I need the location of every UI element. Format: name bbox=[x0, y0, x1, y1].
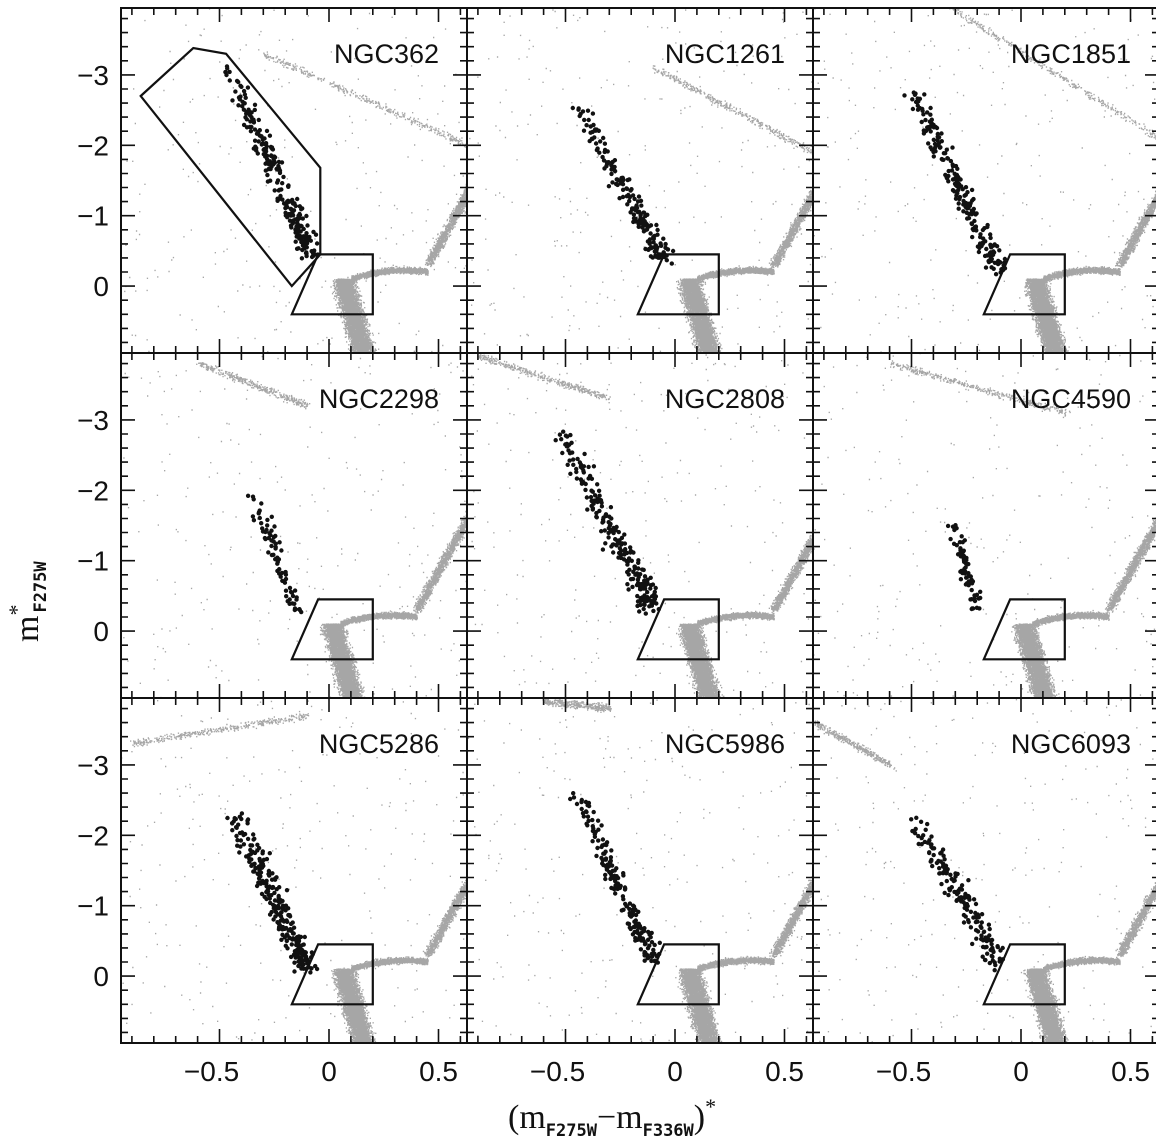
y-tick-label: −1 bbox=[77, 546, 109, 577]
bss-points bbox=[223, 64, 321, 261]
field-star-points bbox=[813, 699, 1156, 1043]
field-star-points bbox=[813, 353, 1156, 698]
panel-label: NGC1851 bbox=[1011, 39, 1131, 69]
field-stars bbox=[123, 355, 467, 698]
field-stars bbox=[813, 8, 1156, 353]
panel-label: NGC6093 bbox=[1011, 729, 1131, 759]
field-stars bbox=[121, 700, 467, 1043]
ms-selection-box bbox=[636, 253, 720, 316]
blue-straggler-stars bbox=[568, 791, 662, 965]
ms-selection-box bbox=[290, 598, 374, 661]
y-tick-label: 0 bbox=[93, 616, 109, 647]
x-axis-title: (mF275W−mF336W)* bbox=[508, 1094, 716, 1140]
panel-NGC1851: NGC1851 bbox=[812, 7, 1156, 354]
panel-frame bbox=[812, 697, 1156, 1044]
blue-straggler-stars bbox=[553, 429, 661, 616]
blue-straggler-stars bbox=[223, 64, 321, 261]
bss-points bbox=[909, 815, 1006, 973]
panel-ticks bbox=[121, 8, 467, 353]
panel-NGC5286: NGC5286 −3 −2 −1 0 −0.5 0 0.5 bbox=[77, 697, 468, 1087]
blue-straggler-stars bbox=[245, 493, 304, 615]
bss-points bbox=[945, 523, 983, 612]
y-tick-label: −3 bbox=[77, 405, 109, 436]
ms-selection-box bbox=[290, 253, 374, 316]
panel-ticks bbox=[121, 698, 467, 1043]
field-star-points bbox=[467, 698, 813, 1043]
ms-selection-box bbox=[982, 943, 1066, 1006]
ms-selection-box bbox=[982, 253, 1066, 316]
panel-ticks bbox=[467, 698, 813, 1043]
field-star-points bbox=[121, 700, 467, 1043]
panel-ticks bbox=[121, 353, 467, 698]
panel-label: NGC2298 bbox=[319, 384, 439, 414]
y-tick-label: 0 bbox=[93, 271, 109, 302]
x-tick-label: 0.5 bbox=[419, 1056, 458, 1087]
y-tick-label: −2 bbox=[77, 130, 109, 161]
blue-straggler-stars bbox=[225, 811, 320, 975]
plot-area: NGC362 −3 −2 −1 0 NGC1261 NGC1851 NGC2298 −3 −2 −1… bbox=[77, 7, 1156, 1087]
x-tick-label: 0 bbox=[321, 1056, 337, 1087]
panel-ticks bbox=[467, 353, 813, 698]
panel-NGC4590: NGC4590 bbox=[812, 352, 1156, 699]
panel-NGC2808: NGC2808 bbox=[466, 352, 814, 699]
panel-label: NGC5986 bbox=[665, 729, 785, 759]
x-tick-label: 0 bbox=[667, 1056, 683, 1087]
blue-straggler-stars bbox=[909, 815, 1006, 973]
y-tick-label: −2 bbox=[77, 475, 109, 506]
field-stars bbox=[813, 353, 1156, 698]
panel-label: NGC362 bbox=[334, 39, 439, 69]
panel-label: NGC4590 bbox=[1011, 384, 1131, 414]
ms-selection-box bbox=[636, 598, 720, 661]
panel-ticks bbox=[467, 8, 813, 353]
bss-points bbox=[902, 90, 1008, 277]
bss-points bbox=[245, 493, 304, 615]
panel-NGC5986: NGC5986 −0.5 0 0.5 bbox=[466, 697, 814, 1087]
x-tick-label: −0.5 bbox=[530, 1056, 585, 1087]
y-axis-title: m* F275W bbox=[4, 561, 51, 642]
field-stars bbox=[813, 699, 1156, 1043]
bss-points bbox=[553, 429, 661, 616]
y-tick-label: −1 bbox=[77, 201, 109, 232]
bss-selection-region bbox=[139, 46, 322, 288]
field-star-points bbox=[813, 8, 1156, 353]
blue-straggler-stars bbox=[945, 523, 983, 612]
panel-NGC362: NGC362 −3 −2 −1 0 bbox=[77, 7, 468, 354]
panel-label: NGC5286 bbox=[319, 729, 439, 759]
x-tick-label: −0.5 bbox=[876, 1056, 931, 1087]
field-stars bbox=[467, 698, 813, 1043]
y-tick-label: −3 bbox=[77, 60, 109, 91]
y-tick-label: −3 bbox=[77, 750, 109, 781]
panel-NGC2298: NGC2298 −3 −2 −1 0 bbox=[77, 352, 468, 699]
bss-points bbox=[225, 811, 320, 975]
y-tick-label: −1 bbox=[77, 891, 109, 922]
panel-label: NGC2808 bbox=[665, 384, 785, 414]
y-tick-label: 0 bbox=[93, 961, 109, 992]
axis-labels: (mF275W−mF336W)* m* F275W bbox=[4, 561, 716, 1140]
ms-selection-box bbox=[982, 598, 1066, 661]
y-tick-label: −2 bbox=[77, 820, 109, 851]
blue-straggler-stars bbox=[570, 105, 676, 266]
blue-straggler-stars bbox=[902, 90, 1008, 277]
panel-NGC1261: NGC1261 bbox=[466, 7, 814, 354]
ms-selection-box bbox=[636, 943, 720, 1006]
x-tick-label: 0.5 bbox=[1111, 1056, 1150, 1087]
x-tick-label: 0.5 bbox=[765, 1056, 804, 1087]
panel-label: NGC1261 bbox=[665, 39, 785, 69]
bss-points bbox=[570, 105, 676, 266]
panel-NGC6093: NGC6093 −0.5 0 0.5 bbox=[812, 697, 1156, 1087]
bss-points bbox=[568, 791, 662, 965]
field-star-points bbox=[123, 355, 467, 698]
x-tick-label: 0 bbox=[1013, 1056, 1029, 1087]
ms-selection-box bbox=[290, 943, 374, 1006]
x-tick-label: −0.5 bbox=[184, 1056, 239, 1087]
